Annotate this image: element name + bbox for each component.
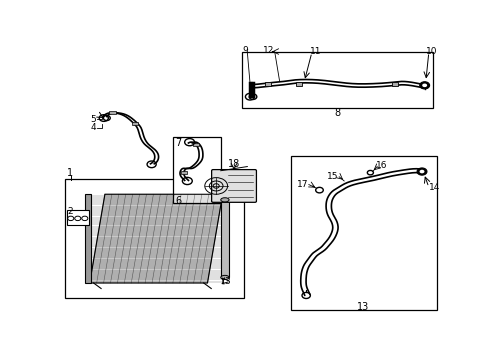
Ellipse shape xyxy=(220,198,229,202)
Bar xyxy=(242,51,434,108)
Bar xyxy=(173,138,220,203)
Circle shape xyxy=(420,82,430,89)
Text: 14: 14 xyxy=(428,183,440,192)
Bar xyxy=(67,210,89,225)
Text: 7: 7 xyxy=(175,138,181,148)
Bar xyxy=(220,200,229,278)
Text: 11: 11 xyxy=(310,47,321,56)
Bar xyxy=(181,171,187,174)
Bar xyxy=(392,82,398,86)
Circle shape xyxy=(422,84,427,87)
Bar xyxy=(295,82,302,86)
Text: 15: 15 xyxy=(327,172,339,181)
Bar xyxy=(291,156,437,310)
FancyBboxPatch shape xyxy=(212,170,256,202)
Text: 3: 3 xyxy=(224,277,230,286)
Text: 6: 6 xyxy=(175,196,181,206)
Ellipse shape xyxy=(220,275,229,279)
Polygon shape xyxy=(90,194,222,283)
Text: 8: 8 xyxy=(335,108,341,118)
Text: 10: 10 xyxy=(426,47,437,56)
Text: 2: 2 xyxy=(68,207,74,216)
Bar xyxy=(65,179,244,298)
Text: 9: 9 xyxy=(243,46,248,55)
Bar xyxy=(109,111,116,114)
Text: 5: 5 xyxy=(91,115,96,124)
Circle shape xyxy=(419,170,424,174)
Text: 17: 17 xyxy=(296,180,308,189)
Circle shape xyxy=(417,168,427,175)
Text: 4: 4 xyxy=(91,123,96,132)
Bar xyxy=(194,143,199,146)
Bar xyxy=(265,82,271,86)
Text: 13: 13 xyxy=(357,302,369,312)
Bar xyxy=(85,194,91,283)
Text: 12: 12 xyxy=(263,46,274,55)
Text: 18: 18 xyxy=(228,159,240,169)
Bar xyxy=(132,122,138,125)
Text: 1: 1 xyxy=(67,168,73,179)
Text: 16: 16 xyxy=(376,161,388,170)
